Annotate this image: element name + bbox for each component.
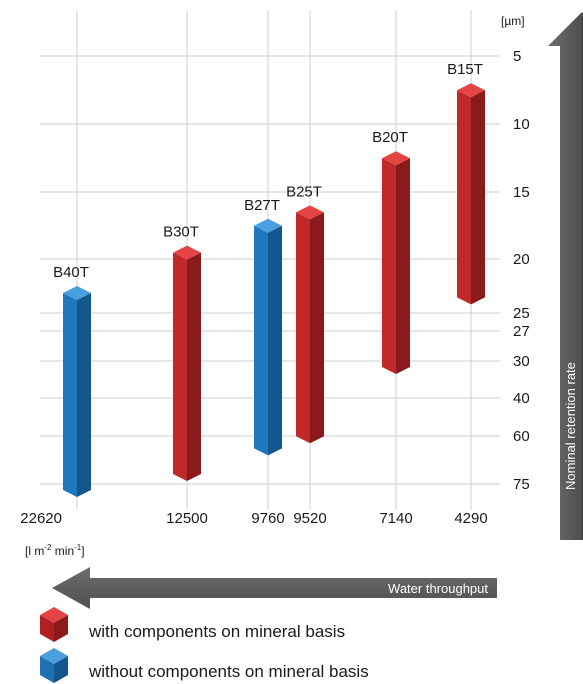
bars: B40T B30T B27T B25T B20T B15T — [53, 61, 485, 497]
y-tick-label: 60 — [513, 428, 530, 445]
legend-label-without-mineral: without components on mineral basis — [88, 662, 369, 681]
bar-left-face — [296, 212, 310, 444]
bar: B25T — [286, 183, 324, 444]
bar: B20T — [372, 129, 410, 374]
bar-label: B15T — [447, 61, 483, 78]
y-tick-label: 40 — [513, 390, 530, 407]
bar-label: B30T — [163, 224, 199, 241]
bar-right-face — [187, 252, 201, 481]
y-tick-label: 25 — [513, 305, 530, 322]
bar-left-face — [382, 158, 396, 374]
x-axis-label: Water throughput — [388, 581, 488, 596]
x-tick-label: 9520 — [293, 510, 326, 527]
x-tick-label: 9760 — [251, 510, 284, 527]
y-tick-label: 75 — [513, 476, 530, 493]
x-tick-labels: 22620 12500 9760 9520 7140 4290 — [20, 510, 487, 527]
legend-swatch-blue — [40, 648, 68, 683]
x-tick-label: 12500 — [166, 510, 208, 527]
x-unit-label: [l m-2 min-1] — [25, 543, 85, 558]
legend-label-with-mineral: with components on mineral basis — [88, 622, 345, 641]
x-tick-label: 4290 — [454, 510, 487, 527]
y-axis-arrow: Nominal retention rate — [548, 12, 583, 540]
bar: B27T — [244, 197, 282, 456]
legend-item-without-mineral: without components on mineral basis — [40, 648, 369, 683]
bar-right-face — [77, 293, 91, 497]
bar-left-face — [173, 252, 187, 481]
legend-item-with-mineral: with components on mineral basis — [40, 607, 345, 642]
y-tick-label: 10 — [513, 116, 530, 133]
bar-right-face — [268, 225, 282, 456]
y-tick-label: 30 — [513, 353, 530, 370]
y-tick-label: 20 — [513, 251, 530, 268]
legend: with components on mineral basis without… — [40, 607, 369, 683]
bar-right-face — [396, 158, 410, 374]
y-tick-label: 27 — [513, 323, 530, 340]
x-tick-label: 22620 — [20, 510, 62, 527]
bar-right-face — [471, 90, 485, 305]
y-tick-label: 15 — [513, 184, 530, 201]
bar-right-face — [310, 212, 324, 444]
bar-label: B25T — [286, 183, 322, 200]
bar-left-face — [63, 293, 77, 497]
bar-label: B40T — [53, 264, 89, 281]
y-unit-label: [µm] — [501, 14, 525, 28]
bar-left-face — [254, 225, 268, 456]
bar: B15T — [447, 61, 485, 305]
bar-left-face — [457, 90, 471, 305]
bar-label: B20T — [372, 129, 408, 146]
bar: B30T — [163, 224, 201, 481]
bar: B40T — [53, 264, 91, 497]
x-tick-label: 7140 — [379, 510, 412, 527]
x-axis-arrow: Water throughput — [52, 567, 497, 609]
bar-label: B27T — [244, 197, 280, 214]
y-axis-label: Nominal retention rate — [563, 362, 578, 490]
y-tick-label: 5 — [513, 48, 521, 65]
legend-swatch-red — [40, 607, 68, 642]
